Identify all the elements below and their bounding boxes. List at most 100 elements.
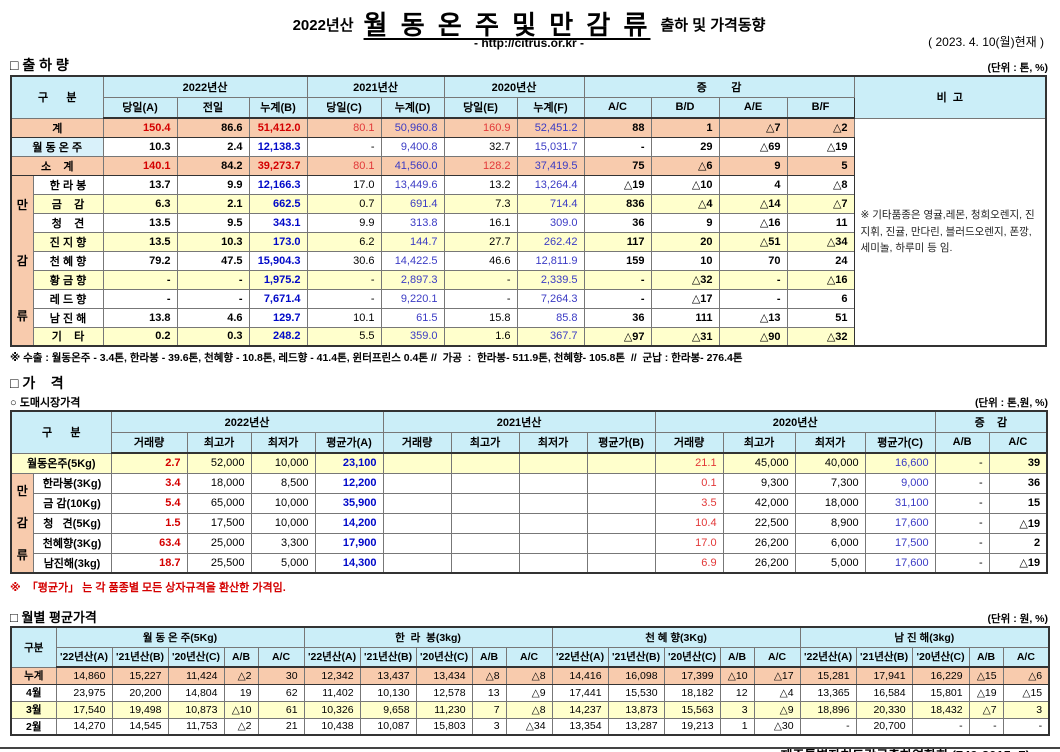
monthly-col-header: '22년산(A) [799, 646, 857, 668]
price-2020-header: 2020년산 [654, 410, 936, 433]
title-line: 2022년산 월 동 온 주 및 만 감 류 출하 및 가격동향 [10, 5, 1048, 42]
value-cell: 140.1 [102, 155, 178, 176]
row-label: 청 견 [32, 212, 104, 233]
value-cell: 20,330 [855, 700, 913, 719]
value-cell: 248.2 [248, 326, 308, 347]
value-cell: △10 [223, 700, 259, 719]
price-col-header: 최저가 [794, 431, 866, 454]
monthly-col-header: A/C [257, 646, 305, 668]
monthly-col-header: A/B [968, 646, 1004, 668]
shipment-col-header: 누계(B) [248, 96, 308, 119]
shipment-row: 황 금 향 - -1,975.2-2,897.3-2,339.5- △32- △16 [11, 269, 1047, 290]
price-tbody: 월동온주(5Kg) 2.7 52,000 10,000 23,100 21.1 45,000… [10, 452, 1048, 574]
monthly-group-cheonhyehyang: 천 혜 향(3Kg) [551, 626, 801, 648]
remark-cell: ※ 기타품종은 영귤,레몬, 청희오렌지, 진지휘, 진귤, 만다린, 블러드오… [853, 117, 1047, 347]
value-cell: 16.1 [443, 212, 518, 233]
value-cell: 10,000 [250, 452, 316, 474]
value-cell: △97 [583, 326, 652, 347]
value-cell: △15 [1002, 683, 1050, 702]
value-cell: 159 [583, 250, 652, 271]
value-cell [586, 552, 656, 574]
value-cell: 10,000 [250, 492, 316, 514]
row-label: 금 감(10Kg) [32, 492, 112, 514]
row-label: 소 계 [10, 155, 104, 176]
value-cell: 2.4 [176, 136, 250, 157]
value-cell: 19,213 [663, 717, 721, 736]
value-cell: 10 [650, 250, 720, 271]
value-cell [586, 512, 656, 534]
shipment-col-header: B/F [786, 96, 855, 119]
title-bar: 2022년산 월 동 온 주 및 만 감 류 출하 및 가격동향 - http://… [10, 3, 1048, 55]
value-cell: △4 [753, 683, 801, 702]
shipment-footnote: ※ 수출 : 월동온주 - 3.4톤, 한라봉 - 39.6톤, 천혜향 - 1… [10, 352, 743, 364]
price-col-header: 최저가 [250, 431, 316, 454]
value-cell: 309.0 [516, 212, 585, 233]
value-cell: 5 [786, 155, 855, 176]
price-col-header: 평균가(A) [314, 431, 384, 454]
value-cell: - [718, 269, 788, 290]
value-cell: △8 [505, 700, 553, 719]
value-cell: 15,563 [663, 700, 721, 719]
monthly-row: 2월 14,270 14,545 11,753 △2 21 10,438 10,087 15,8… [10, 717, 1050, 736]
shipment-remark-header: 비 고 [853, 75, 1047, 119]
row-label: 계 [10, 117, 104, 138]
value-cell: 1.6 [443, 326, 518, 347]
value-cell: - [968, 717, 1004, 736]
value-cell: 2,897.3 [380, 269, 445, 290]
value-cell: 15 [988, 492, 1048, 514]
price-col-header: A/C [988, 431, 1048, 454]
value-cell: 42,000 [722, 492, 796, 514]
monthly-col-header: '21년산(B) [111, 646, 169, 668]
value-cell: △6 [650, 155, 720, 176]
shipment-col-header: A/E [718, 96, 788, 119]
monthly-group-header-row: 구분 월 동 온 주(5Kg) 한 라 봉(3kg) 천 혜 향(3Kg) 남 … [10, 626, 1050, 668]
value-cell: 31,100 [864, 492, 936, 514]
value-cell: △19 [786, 136, 855, 157]
value-cell: 51,412.0 [248, 117, 308, 138]
value-cell: 26,200 [722, 532, 796, 554]
value-cell: 75 [583, 155, 652, 176]
value-cell: 12,138.3 [248, 136, 308, 157]
value-cell: 21 [257, 717, 305, 736]
value-cell: 836 [583, 193, 652, 214]
value-cell: △15 [968, 666, 1004, 685]
value-cell: - [306, 136, 382, 157]
value-cell [518, 512, 588, 534]
value-cell [382, 492, 452, 514]
value-cell: 13.5 [102, 231, 178, 252]
row-label: 천혜향(3Kg) [32, 532, 112, 554]
value-cell: 3 [1002, 700, 1050, 719]
group-label-char: 만 [16, 198, 28, 213]
value-cell: 36 [988, 472, 1048, 494]
row-label: 천 혜 향 [32, 250, 104, 271]
value-cell: 10,438 [303, 717, 361, 736]
value-cell: 1 [719, 717, 755, 736]
value-cell: 16,229 [911, 666, 970, 685]
value-cell: △6 [1002, 666, 1050, 685]
value-cell: 13.5 [102, 212, 178, 233]
value-cell: 13,449.6 [380, 174, 445, 195]
value-cell: △7 [968, 700, 1004, 719]
value-cell [450, 532, 520, 554]
value-cell: 359.0 [380, 326, 445, 347]
row-label: 청 견(5Kg) [32, 512, 112, 534]
value-cell: △17 [650, 288, 720, 309]
row-label: 황 금 향 [32, 269, 104, 290]
value-cell: 10.1 [306, 307, 382, 328]
monthly-col-header: '20년산(C) [167, 646, 225, 668]
value-cell: △13 [718, 307, 788, 328]
row-label: 남 진 해 [32, 307, 104, 328]
row-label: 레 드 향 [32, 288, 104, 309]
value-cell: 19,498 [111, 700, 169, 719]
value-cell: 12 [719, 683, 755, 702]
value-cell: - [799, 717, 857, 736]
value-cell: - [102, 269, 178, 290]
price-thead: 구 분 2022년산 2021년산 2020년산 증 감 거래량 최고가 최저가 평균… [10, 410, 1048, 454]
monthly-col-header: A/B [223, 646, 259, 668]
value-cell [450, 492, 520, 514]
value-cell: 0.7 [306, 193, 382, 214]
value-cell: 14,416 [551, 666, 609, 685]
value-cell: 2.1 [176, 193, 250, 214]
value-cell: - [306, 288, 382, 309]
